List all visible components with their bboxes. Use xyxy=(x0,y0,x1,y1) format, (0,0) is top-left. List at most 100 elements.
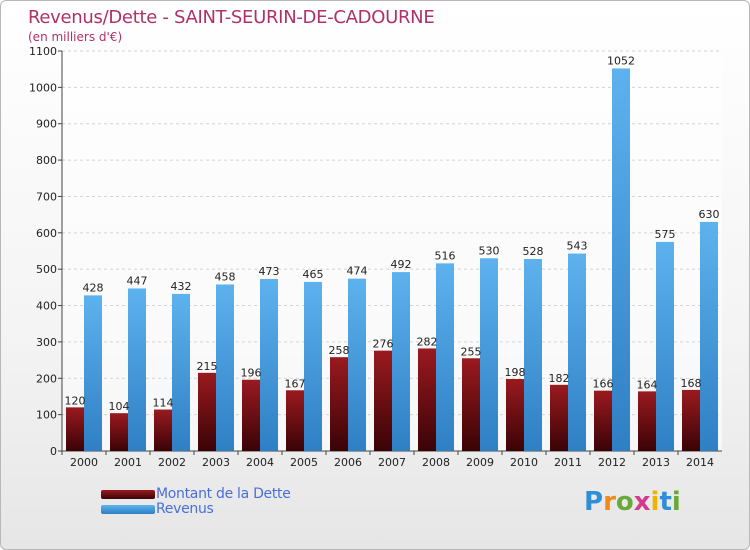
label-dette-2005: 167 xyxy=(285,377,306,390)
x-tick-label: 2000 xyxy=(70,456,98,469)
x-tick-label: 2004 xyxy=(246,456,274,469)
label-revenus-2009: 530 xyxy=(479,244,500,257)
label-dette-2002: 114 xyxy=(153,397,174,410)
label-revenus-2008: 516 xyxy=(435,249,456,262)
label-revenus-2010: 528 xyxy=(523,245,544,258)
bar-revenus-2013 xyxy=(656,241,674,451)
logo-letter: t xyxy=(659,487,672,517)
x-tick-label: 2006 xyxy=(334,456,362,469)
label-revenus-2007: 492 xyxy=(391,258,412,271)
logo-letter: r xyxy=(603,487,616,517)
x-tick-label: 2009 xyxy=(466,456,494,469)
bar-revenus-2005 xyxy=(304,281,322,451)
x-tick-label: 2005 xyxy=(290,456,318,469)
x-tick-label: 2012 xyxy=(598,456,626,469)
bar-dette-2003 xyxy=(198,372,216,451)
bar-revenus-2012 xyxy=(612,68,630,452)
logo-letter: P xyxy=(584,487,604,517)
bar-dette-2002 xyxy=(154,409,172,451)
bar-dette-2004 xyxy=(242,379,260,451)
legend-swatch-dette xyxy=(101,490,155,499)
label-revenus-2002: 432 xyxy=(171,280,192,293)
x-tick-label: 2010 xyxy=(510,456,538,469)
legend-swatch-revenus xyxy=(101,505,155,514)
bar-dette-2007 xyxy=(374,350,392,451)
bar-revenus-2014 xyxy=(700,221,718,451)
label-revenus-2003: 458 xyxy=(215,270,236,283)
label-revenus-2011: 543 xyxy=(567,240,588,253)
bar-dette-2008 xyxy=(418,348,436,451)
bar-revenus-2004 xyxy=(260,279,278,451)
bar-dette-2011 xyxy=(550,384,568,451)
bar-dette-2013 xyxy=(638,391,656,451)
bar-revenus-2011 xyxy=(568,253,586,451)
label-dette-2012: 166 xyxy=(593,378,614,391)
x-tick-label: 2003 xyxy=(202,456,230,469)
bar-dette-2014 xyxy=(682,389,700,451)
label-revenus-2014: 630 xyxy=(699,208,720,221)
logo-letter: i xyxy=(671,487,681,517)
bar-revenus-2001 xyxy=(128,288,146,451)
bar-revenus-2002 xyxy=(172,293,190,451)
y-tick-label: 0 xyxy=(50,445,57,458)
bar-dette-2001 xyxy=(110,413,128,451)
label-dette-2000: 120 xyxy=(65,394,86,407)
label-dette-2006: 258 xyxy=(329,344,350,357)
label-dette-2003: 215 xyxy=(197,360,218,373)
bar-revenus-2003 xyxy=(216,284,234,451)
label-revenus-2004: 473 xyxy=(259,265,280,278)
y-tick-label: 700 xyxy=(36,190,57,203)
legend-label-dette: Montant de la Dette xyxy=(156,486,291,502)
label-revenus-2001: 447 xyxy=(127,274,148,287)
x-tick-label: 2013 xyxy=(642,456,670,469)
x-tick-label: 2014 xyxy=(686,456,714,469)
label-dette-2009: 255 xyxy=(461,345,482,358)
proxiti-logo: Proxiti xyxy=(584,487,681,517)
y-tick-label: 100 xyxy=(36,409,57,422)
x-tick-label: 2007 xyxy=(378,456,406,469)
label-revenus-2006: 474 xyxy=(347,265,368,278)
y-tick-label: 600 xyxy=(36,227,57,240)
label-dette-2001: 104 xyxy=(109,400,130,413)
bar-revenus-2008 xyxy=(436,263,454,451)
x-tick-label: 2002 xyxy=(158,456,186,469)
bar-dette-2005 xyxy=(286,390,304,451)
label-dette-2010: 198 xyxy=(505,366,526,379)
x-tick-label: 2008 xyxy=(422,456,450,469)
label-revenus-2012: 1052 xyxy=(607,54,635,67)
bar-revenus-2010 xyxy=(524,259,542,451)
chart-subtitle: (en milliers d'€) xyxy=(28,30,123,44)
label-dette-2008: 282 xyxy=(417,335,438,348)
bar-revenus-2007 xyxy=(392,272,410,451)
y-tick-label: 800 xyxy=(36,154,57,167)
bar-dette-2000 xyxy=(66,407,84,451)
x-tick-label: 2001 xyxy=(114,456,142,469)
legend-label-revenus: Revenus xyxy=(156,501,214,517)
bar-revenus-2006 xyxy=(348,278,366,451)
y-tick-label: 300 xyxy=(36,336,57,349)
y-tick-label: 900 xyxy=(36,118,57,131)
bar-dette-2012 xyxy=(594,390,612,451)
label-dette-2013: 164 xyxy=(637,378,658,391)
y-tick-label: 200 xyxy=(36,372,57,385)
label-dette-2007: 276 xyxy=(373,338,394,351)
label-dette-2011: 182 xyxy=(549,372,570,385)
label-dette-2014: 168 xyxy=(681,377,702,390)
label-revenus-2005: 465 xyxy=(303,268,324,281)
logo-letter: i xyxy=(650,487,660,517)
bar-dette-2009 xyxy=(462,358,480,451)
logo-letter: o xyxy=(615,487,634,517)
bar-revenus-2000 xyxy=(84,295,102,451)
chart-title: Revenus/Dette - SAINT-SEURIN-DE-CADOURNE xyxy=(28,7,435,28)
bar-revenus-2009 xyxy=(480,258,498,451)
x-tick-label: 2011 xyxy=(554,456,582,469)
label-revenus-2013: 575 xyxy=(655,228,676,241)
y-tick-label: 1100 xyxy=(29,45,57,58)
label-dette-2004: 196 xyxy=(241,367,262,380)
y-tick-label: 1000 xyxy=(29,81,57,94)
y-tick-label: 400 xyxy=(36,300,57,313)
y-tick-label: 500 xyxy=(36,263,57,276)
logo-letter: x xyxy=(633,487,651,517)
